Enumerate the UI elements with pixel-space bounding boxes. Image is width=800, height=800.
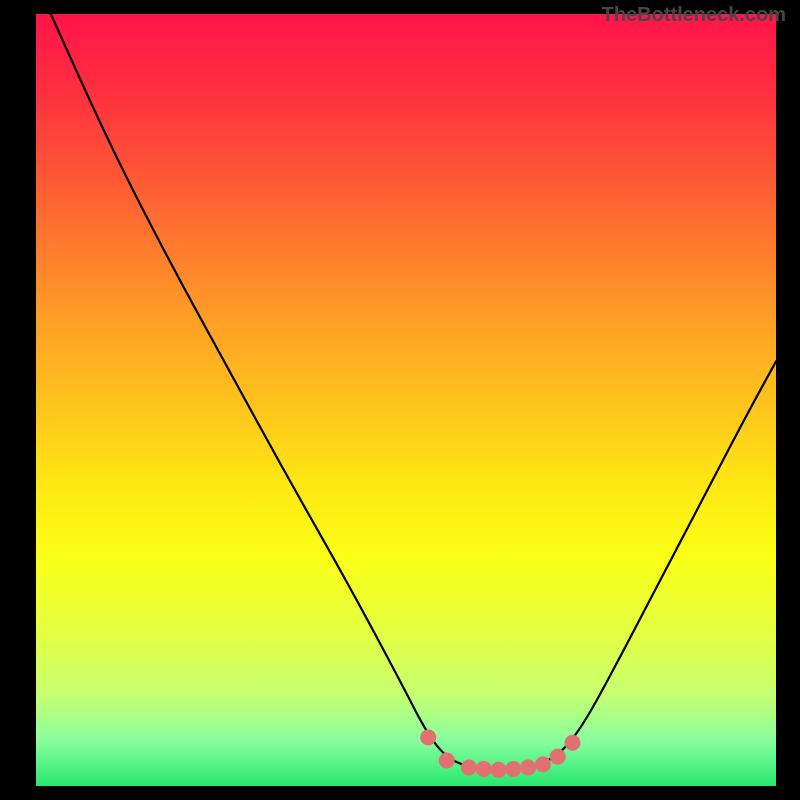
watermark-text: TheBottleneck.com bbox=[602, 4, 786, 27]
marker-dot bbox=[476, 761, 492, 777]
marker-dot bbox=[461, 759, 477, 775]
chart-frame: TheBottleneck.com bbox=[0, 0, 800, 800]
plot-svg bbox=[36, 14, 776, 786]
marker-dot bbox=[491, 762, 507, 778]
gradient-background bbox=[36, 14, 776, 786]
marker-dot bbox=[420, 729, 436, 745]
marker-dot bbox=[550, 749, 566, 765]
marker-dot bbox=[535, 756, 551, 772]
plot-area bbox=[36, 14, 776, 786]
marker-dot bbox=[520, 759, 536, 775]
marker-dot bbox=[505, 761, 521, 777]
marker-dot bbox=[565, 735, 581, 751]
marker-dot bbox=[439, 753, 455, 769]
